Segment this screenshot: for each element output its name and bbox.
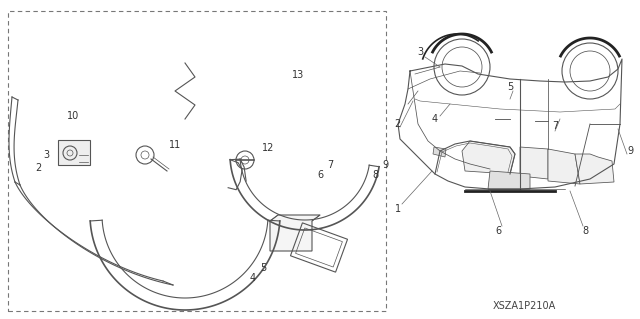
Text: 9: 9 <box>627 146 633 156</box>
Polygon shape <box>433 147 446 157</box>
Text: 11: 11 <box>169 140 181 150</box>
Polygon shape <box>520 147 548 179</box>
Text: 12: 12 <box>262 143 274 153</box>
Text: 3: 3 <box>43 150 49 160</box>
Text: 9: 9 <box>382 160 388 170</box>
FancyBboxPatch shape <box>58 140 90 165</box>
Polygon shape <box>462 141 515 174</box>
Text: 13: 13 <box>292 70 304 80</box>
Polygon shape <box>548 149 580 184</box>
Text: 4: 4 <box>250 273 256 283</box>
Text: 10: 10 <box>67 111 79 121</box>
Text: 4: 4 <box>432 114 438 124</box>
Text: 5: 5 <box>260 263 266 273</box>
Bar <box>8 11 386 311</box>
Text: 6: 6 <box>495 226 501 236</box>
Text: 7: 7 <box>552 121 558 131</box>
Text: XSZA1P210A: XSZA1P210A <box>493 301 556 311</box>
Text: 8: 8 <box>372 170 378 180</box>
Text: 5: 5 <box>507 82 513 92</box>
Polygon shape <box>575 154 614 184</box>
Text: 8: 8 <box>582 226 588 236</box>
Polygon shape <box>488 171 530 189</box>
Text: 1: 1 <box>395 204 401 214</box>
Text: 2: 2 <box>394 119 400 129</box>
Text: 7: 7 <box>327 160 333 170</box>
Text: 2: 2 <box>35 163 41 173</box>
Polygon shape <box>270 215 320 251</box>
Bar <box>296 228 342 267</box>
Text: 3: 3 <box>417 47 423 57</box>
Bar <box>291 223 348 272</box>
Text: 6: 6 <box>317 170 323 180</box>
